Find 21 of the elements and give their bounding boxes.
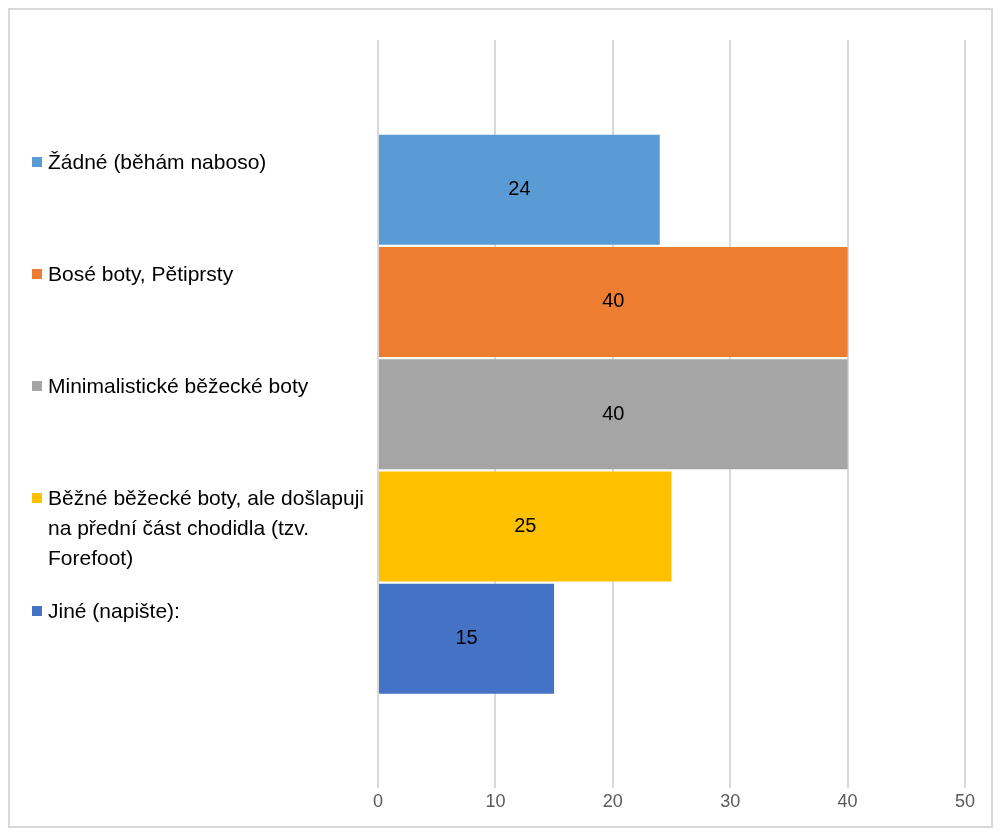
bar — [379, 134, 660, 245]
bar — [379, 246, 848, 357]
data-label: 15 — [455, 626, 478, 649]
data-label: 40 — [602, 289, 625, 312]
x-tick-label: 0 — [373, 791, 384, 812]
x-tick-label: 50 — [954, 791, 976, 812]
x-tick-label: 10 — [485, 791, 506, 812]
x-tick-label: 40 — [837, 791, 858, 812]
data-label: 25 — [514, 513, 537, 536]
legend-label: Minimalistické běžecké boty — [48, 373, 309, 400]
x-tick-label: 30 — [720, 791, 741, 812]
legend-label: Bosé boty, Pětiprsty — [48, 260, 234, 287]
legend-label: Jiné (napište): — [48, 597, 180, 624]
legend-label: Žádné (běhám naboso) — [48, 148, 267, 175]
legend-label: Běžné běžecké boty, ale došlapuji na přední část chodidla (tzv. Forefoot) — [48, 485, 365, 572]
data-label: 24 — [508, 177, 531, 200]
bar — [379, 359, 848, 470]
bar — [379, 583, 555, 694]
bar — [379, 471, 672, 582]
x-tick-label: 20 — [602, 791, 623, 812]
data-label: 40 — [602, 401, 625, 424]
